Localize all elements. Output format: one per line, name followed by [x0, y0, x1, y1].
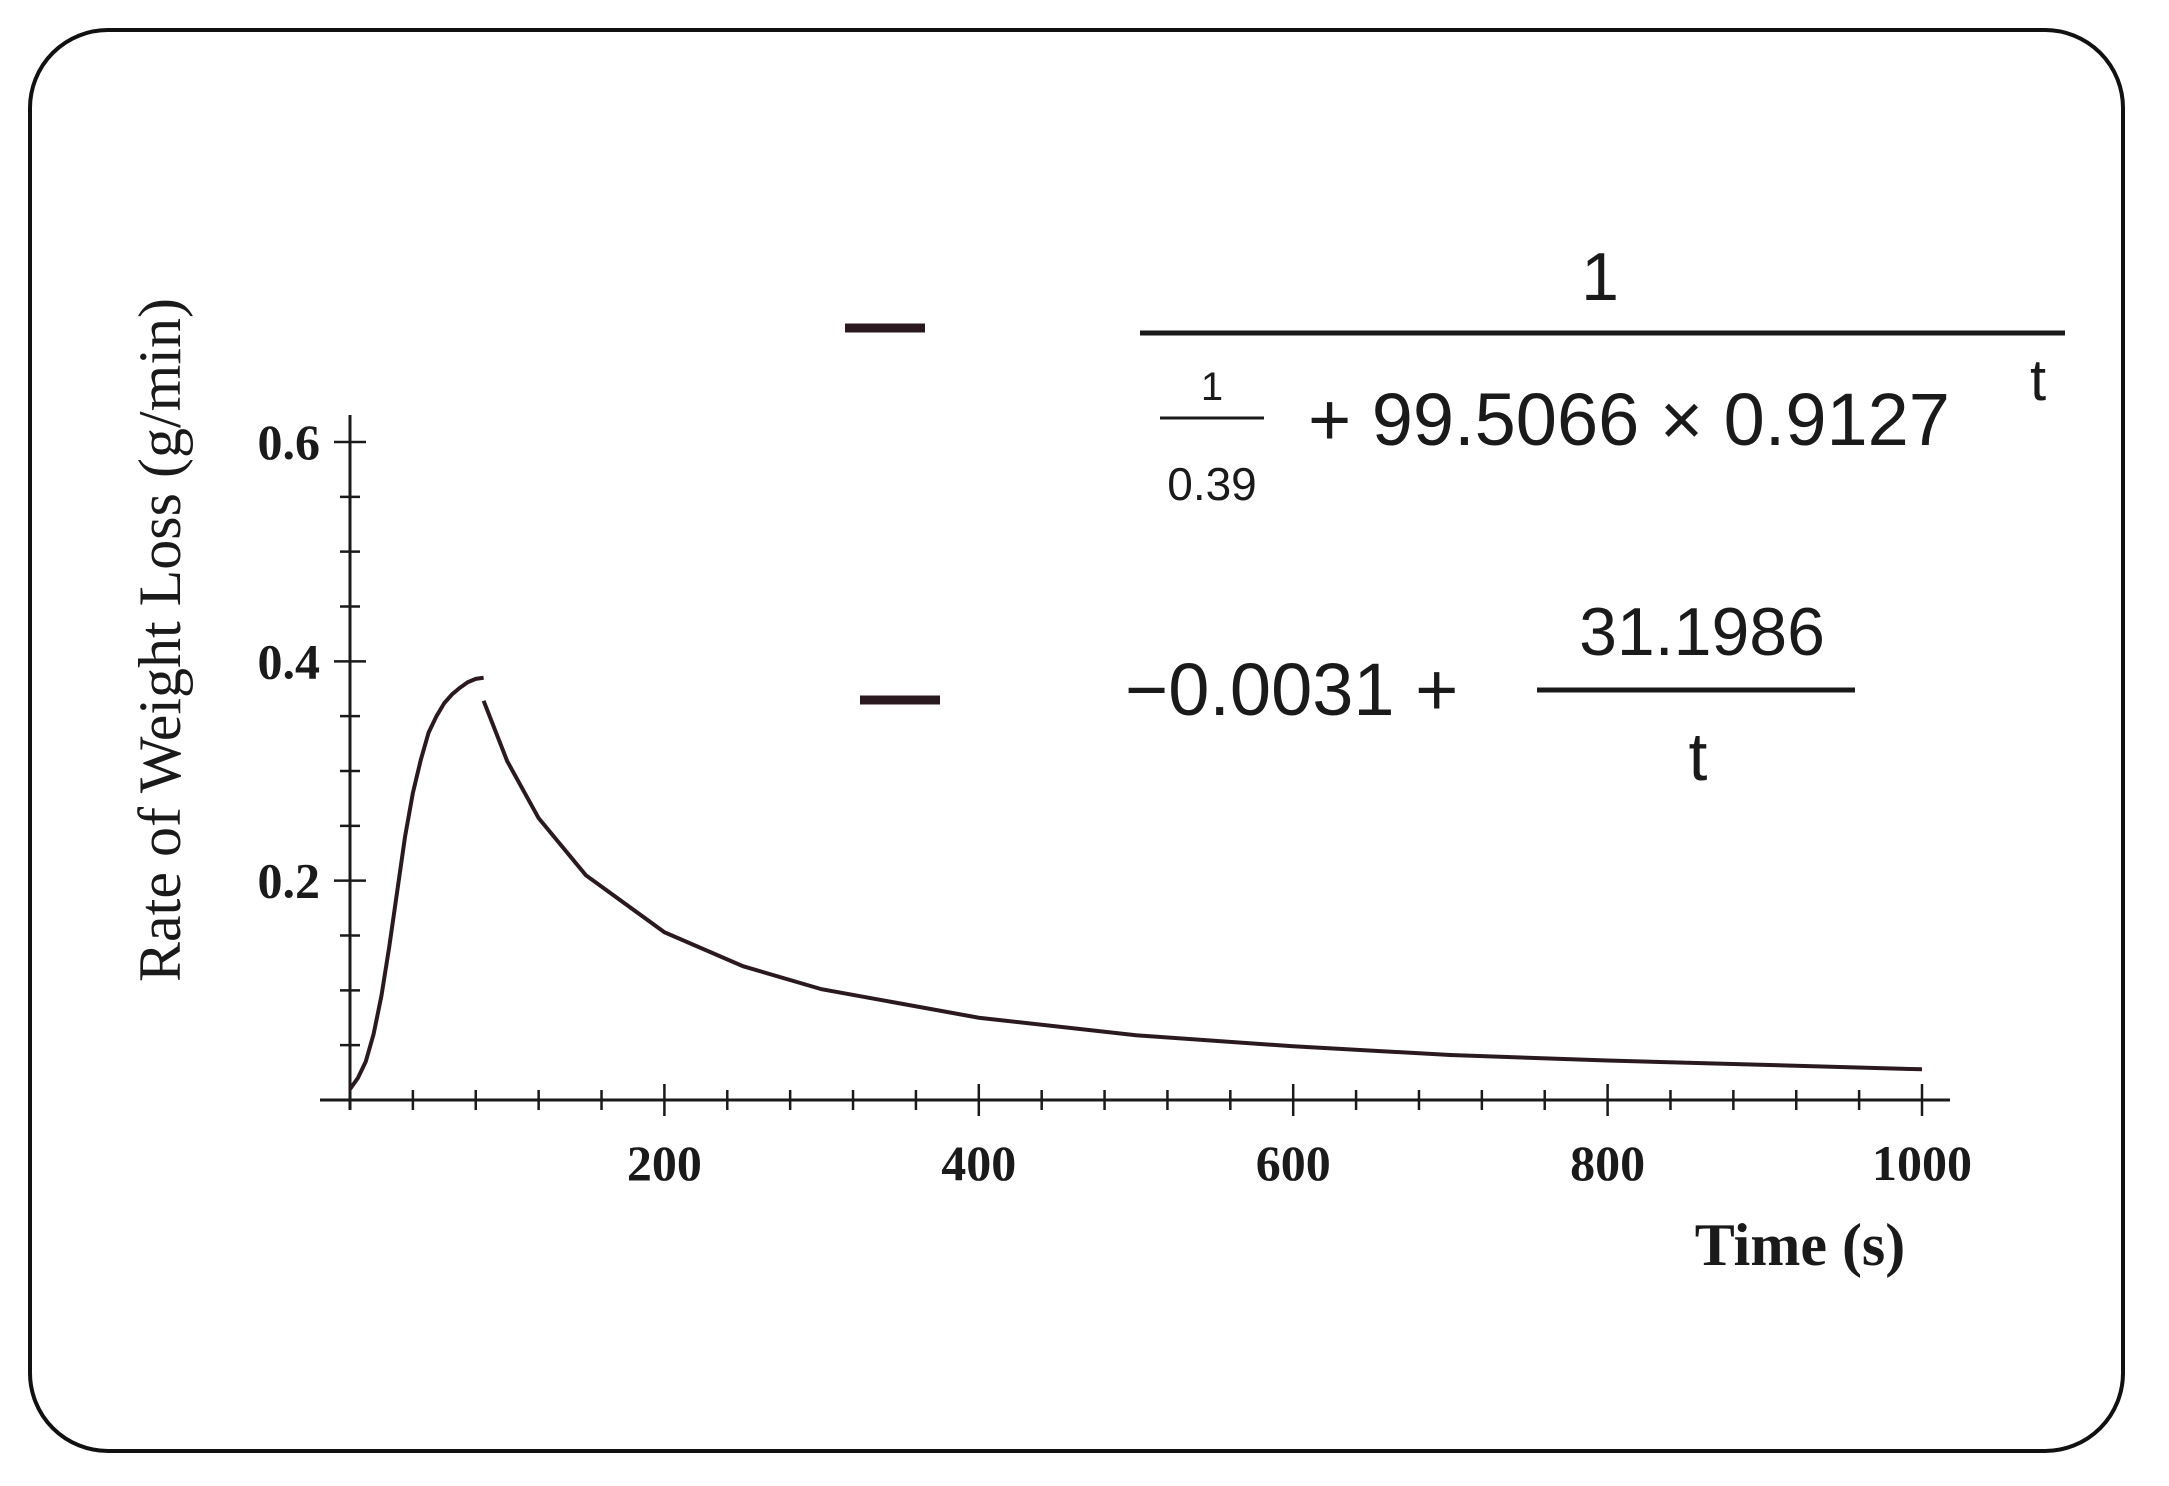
y-tick-label: 0.2 — [258, 853, 321, 909]
legend-1-denominator-rest: + 99.5066 × 0.9127 — [1308, 378, 1950, 461]
series-line-2 — [481, 700, 1923, 1072]
legend-entry-1: 1 1 0.39 + 99.5066 × 0.9127 t — [845, 239, 2065, 510]
legend-1-numerator: 1 — [1581, 239, 1619, 315]
legend-2-numerator: 31.1986 — [1579, 594, 1825, 670]
x-tick-label: 200 — [627, 1135, 702, 1191]
tick-labels: 200 400 600 800 1000 0.2 0.4 0.6 — [258, 414, 1973, 1191]
axes — [320, 415, 1950, 1110]
x-tick-label: 800 — [1570, 1135, 1645, 1191]
legend-entry-2: −0.0031 + 31.1986 t — [860, 594, 1855, 795]
series — [348, 675, 1923, 1091]
x-tick-label: 600 — [1256, 1135, 1331, 1191]
legend-1-inner-denominator: 0.39 — [1167, 458, 1257, 510]
chart-frame — [28, 28, 2125, 1453]
y-axis-title: Rate of Weight Loss (g/min) — [127, 298, 193, 982]
legend-2-constant: −0.0031 + — [1125, 648, 1458, 731]
legend-1-exponent: t — [2030, 348, 2046, 413]
y-tick-label: 0.4 — [258, 633, 321, 689]
ticks — [334, 440, 1924, 1116]
x-tick-label: 1000 — [1872, 1135, 1972, 1191]
y-tick-label: 0.6 — [258, 414, 321, 470]
series-line-1 — [348, 675, 484, 1091]
legend-1-inner-numerator: 1 — [1201, 365, 1223, 409]
legend-2-denominator: t — [1689, 719, 1708, 795]
x-axis-title: Time (s) — [1695, 1212, 1906, 1278]
x-tick-label: 400 — [941, 1135, 1016, 1191]
